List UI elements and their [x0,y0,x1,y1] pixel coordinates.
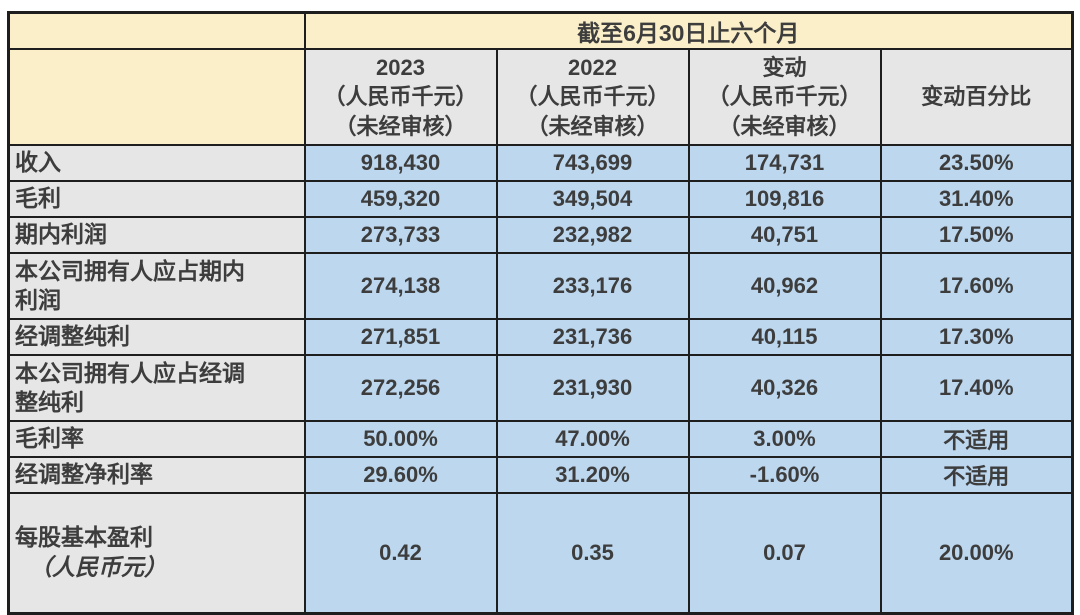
value-2023: 271,851 [303,318,498,356]
row-label: 毛利率 [7,420,306,458]
value-2022: 31.20% [495,456,690,494]
value-2023: 272,256 [303,354,498,422]
value-change-pct: 不适用 [879,456,1074,494]
financial-summary: 截至6月30日止六个月 2023 （人民币千元） （未经审核） 2022 （人民… [7,11,1074,615]
column-header-change: 变动 （人民币千元） （未经审核） [687,48,882,146]
column-note: （未经审核） [718,113,851,139]
row-label-main: 每股基本盈利 [15,524,153,551]
column-note: （未经审核） [526,113,659,139]
column-header-2023: 2023 （人民币千元） （未经审核） [303,48,498,146]
row-label: 期内利润 [7,216,306,254]
value-2023: 459,320 [303,180,498,218]
column-title: 2022 [568,55,617,81]
row-label: 毛利 [7,180,306,218]
value-change-pct: 17.30% [879,318,1074,356]
column-unit: （人民币千元） [323,84,478,110]
value-change-pct: 17.60% [879,252,1074,320]
value-2022: 0.35 [495,491,690,615]
value-2023: 0.42 [303,491,498,615]
row-label-unit: （人民币元） [29,553,167,580]
column-header-row: 2023 （人民币千元） （未经审核） 2022 （人民币千元） （未经审核） … [7,48,1074,146]
corner-empty-cell [7,11,306,50]
column-unit: （人民币千元） [707,84,862,110]
label-column-header-empty [7,48,306,146]
row-adjusted-net-profit-attributable-to-owners: 本公司拥有人应占经调 整纯利 272,256 231,930 40,326 17… [7,354,1074,422]
value-change-pct: 17.40% [879,354,1074,422]
value-2022: 743,699 [495,144,690,182]
value-change: 40,962 [687,252,882,320]
value-2023: 29.60% [303,456,498,494]
row-gross-profit: 毛利 459,320 349,504 109,816 31.40% [7,180,1074,218]
column-unit: （人民币千元） [515,84,670,110]
value-change: 40,115 [687,318,882,356]
value-change-pct: 不适用 [879,420,1074,458]
row-label: 本公司拥有人应占经调 整纯利 [7,354,306,422]
value-2023: 50.00% [303,420,498,458]
value-change: 174,731 [687,144,882,182]
financial-summary-table: 截至6月30日止六个月 2023 （人民币千元） （未经审核） 2022 （人民… [7,11,1074,615]
value-change-pct: 17.50% [879,216,1074,254]
value-change-pct: 31.40% [879,180,1074,218]
period-header-row: 截至6月30日止六个月 [7,11,1074,50]
value-2023: 273,733 [303,216,498,254]
value-change: 109,816 [687,180,882,218]
row-label: 经调整净利率 [7,456,306,494]
value-change-pct: 23.50% [879,144,1074,182]
value-2022: 232,982 [495,216,690,254]
column-note: （未经审核） [334,113,467,139]
value-2022: 47.00% [495,420,690,458]
value-change-pct: 20.00% [879,491,1074,615]
column-title: 2023 [376,55,425,81]
column-header-2022: 2022 （人民币千元） （未经审核） [495,48,690,146]
column-title: 变动 [762,55,807,81]
row-adjusted-net-margin: 经调整净利率 29.60% 31.20% -1.60% 不适用 [7,456,1074,494]
row-revenue: 收入 918,430 743,699 174,731 23.50% [7,144,1074,182]
row-label: 收入 [7,144,306,182]
row-label: 经调整纯利 [7,318,306,356]
value-change: 0.07 [687,491,882,615]
value-2022: 233,176 [495,252,690,320]
period-header: 截至6月30日止六个月 [303,11,1074,50]
row-label: 本公司拥有人应占期内 利润 [7,252,306,320]
row-gross-margin: 毛利率 50.00% 47.00% 3.00% 不适用 [7,420,1074,458]
value-change: 40,751 [687,216,882,254]
value-change: -1.60% [687,456,882,494]
value-2022: 349,504 [495,180,690,218]
value-2022: 231,930 [495,354,690,422]
value-change: 3.00% [687,420,882,458]
row-basic-eps: 每股基本盈利 （人民币元） 0.42 0.35 0.07 20.00% [7,491,1074,615]
row-label: 每股基本盈利 （人民币元） [7,491,306,615]
value-2023: 918,430 [303,144,498,182]
value-change: 40,326 [687,354,882,422]
row-profit-attributable-to-owners: 本公司拥有人应占期内 利润 274,138 233,176 40,962 17.… [7,252,1074,320]
value-2022: 231,736 [495,318,690,356]
row-adjusted-net-profit: 经调整纯利 271,851 231,736 40,115 17.30% [7,318,1074,356]
row-profit-for-period: 期内利润 273,733 232,982 40,751 17.50% [7,216,1074,254]
value-2023: 274,138 [303,252,498,320]
column-header-change-pct: 变动百分比 [879,48,1074,146]
